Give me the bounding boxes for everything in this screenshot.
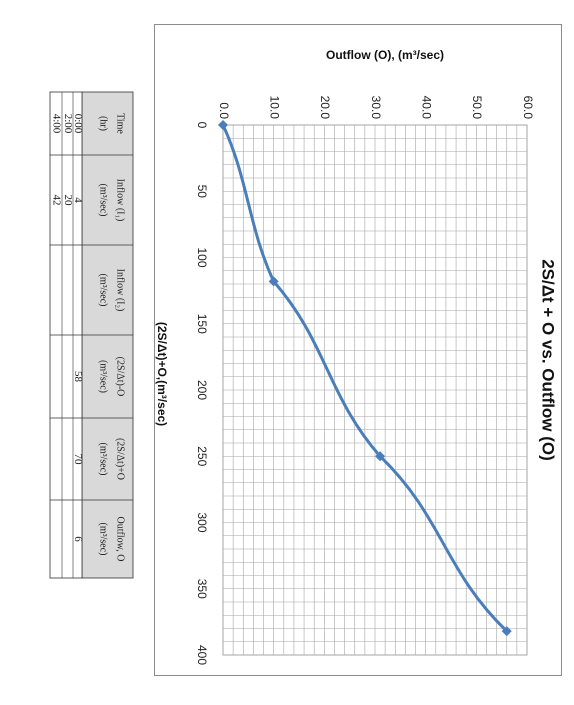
table-header-unit: (m³/sec) [98, 360, 109, 393]
chart-title: 2S/Δt + O vs. Outflow (O) [539, 259, 558, 461]
x-axis-title: (2S/Δt)+O,(m³/sec) [155, 322, 169, 426]
table-header-unit: (m³/sec) [98, 523, 109, 556]
table-cell: 42 [50, 195, 62, 206]
table-header-band [81, 91, 134, 579]
chart-svg: 0.0 10.0 20.0 30.0 40.0 50.0 60.0 0 50 100 150 200 2… [155, 48, 558, 665]
table-cell: 0:00 [72, 114, 84, 134]
table-header-unit: (m³/sec) [98, 443, 109, 476]
table-header-label: Outflow, O [115, 517, 126, 562]
series-line [221, 124, 508, 633]
table-cell: 4 [72, 197, 84, 203]
x-tick-label: 300 [195, 512, 209, 532]
table-cell: 20 [62, 195, 74, 207]
data-point-marker [375, 451, 386, 462]
table-header-label: (2S/Δt)+O [115, 438, 126, 480]
x-tick-label: 50 [195, 185, 209, 199]
table-header-unit: (hr) [98, 116, 109, 131]
table-cell: 6 [72, 536, 84, 542]
table-header-label: (2S/Δt)-O [115, 357, 126, 397]
y-tick-label: 40.0 [419, 96, 433, 120]
table-header-label: Inflow (I₂) [115, 269, 126, 312]
y-tick-label: 50.0 [470, 96, 484, 120]
x-tick-label: 250 [195, 446, 209, 466]
table-cell: 4:00 [50, 114, 62, 134]
x-tick-label: 200 [195, 380, 209, 400]
table-header-unit: (m³/sec) [98, 184, 109, 217]
table-cell: 2:00 [62, 114, 74, 134]
y-tick-label: 60.0 [521, 96, 535, 120]
x-tick-label: 400 [195, 645, 209, 665]
y-tick-label: 20.0 [318, 96, 332, 120]
table-header-unit: (m³/sec) [98, 274, 109, 307]
x-tick-label: 0 [195, 122, 209, 129]
table-body [49, 91, 83, 579]
data-point-marker [501, 626, 512, 637]
x-tick-label: 150 [195, 314, 209, 334]
x-tick-label: 350 [195, 579, 209, 599]
chart-frame: 0.0 10.0 20.0 30.0 40.0 50.0 60.0 0 50 100 150 200 2… [154, 24, 562, 676]
y-tick-label: 10.0 [267, 96, 281, 120]
y-tick-label: 30.0 [369, 96, 383, 120]
y-axis-title: Outflow (O), (m³/sec) [326, 48, 444, 62]
data-point-marker [218, 120, 228, 130]
table-header-label: Inflow (I₁) [115, 179, 126, 222]
table-header-label: Time [115, 113, 126, 134]
y-tick-label: 0.0 [217, 102, 231, 119]
table-cell: 70 [72, 454, 84, 466]
x-tick-label: 100 [195, 247, 209, 267]
table-cell: 58 [72, 371, 84, 383]
data-point-marker [268, 276, 279, 287]
